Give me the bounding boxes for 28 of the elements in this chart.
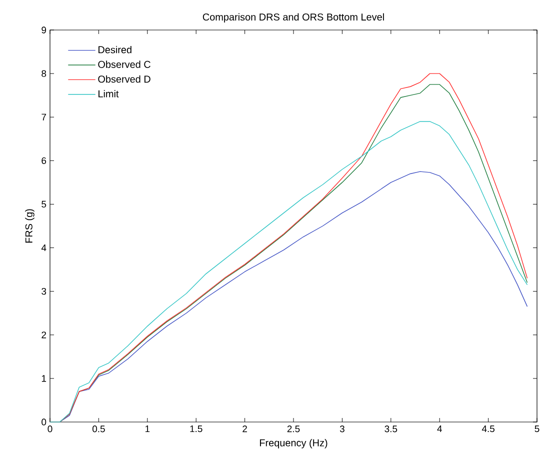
- x-tick-label: 0: [48, 426, 52, 432]
- x-tick-label: 0.5: [92, 426, 105, 432]
- x-tick-label: 1.5: [190, 426, 202, 432]
- x-tick-label: 4.5: [482, 426, 494, 432]
- y-tick-label: 2: [42, 332, 46, 338]
- x-tick-label: 2: [242, 426, 247, 432]
- x-tick-label: 1: [145, 426, 150, 432]
- legend-label: Observed C: [98, 60, 150, 68]
- x-tick-label: 3.5: [384, 426, 398, 432]
- y-tick-label: 0: [42, 418, 46, 426]
- y-axis-title: FRS (g): [25, 209, 34, 243]
- chart-title: Comparison DRS and ORS Bottom Level: [202, 13, 384, 22]
- x-axis-title: Frequency (Hz): [260, 439, 328, 448]
- y-tick-label: 3: [42, 288, 46, 295]
- y-tick-label: 4: [41, 244, 46, 252]
- y-tick-label: 5: [42, 200, 46, 208]
- legend-label: Desired: [98, 46, 132, 54]
- legend-label: Observed D: [98, 75, 150, 83]
- y-tick-label: 9: [42, 26, 46, 34]
- y-tick-label: 7: [42, 114, 46, 120]
- y-tick-label: 1: [42, 375, 46, 382]
- legend-label: Limit: [98, 90, 119, 98]
- x-tick-label: 3: [340, 426, 344, 432]
- y-tick-label: 8: [42, 70, 46, 77]
- y-tick-label: 6: [42, 157, 46, 164]
- x-tick-label: 4: [437, 426, 442, 432]
- x-tick-label: 2.5: [287, 426, 300, 432]
- x-tick-label: 5: [534, 426, 540, 432]
